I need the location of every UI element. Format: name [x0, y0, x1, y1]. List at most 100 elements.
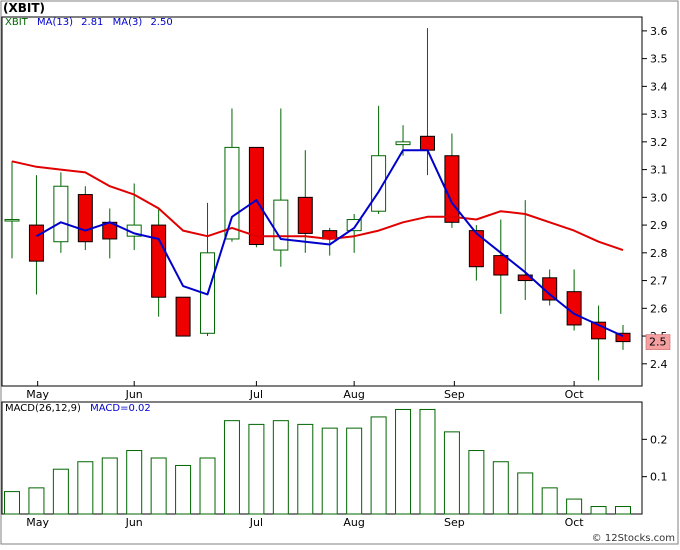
price-y-tick-label: 3.0: [650, 191, 668, 204]
price-y-tick-label: 2.7: [650, 275, 668, 288]
price-y-axis: 2.4 2.5 2.6 2.7 2.8 2.9 3.0 3.1 3.2 3.3 3.4 3.5 3.6: [642, 25, 668, 371]
last-price-label: 2.5: [649, 336, 667, 349]
price-x-tick-label: Sep: [444, 388, 465, 401]
candle-body-down: [28, 224, 44, 262]
candle: [77, 186, 93, 251]
macd-bar: [4, 491, 20, 515]
candle: [151, 208, 167, 317]
candle-body-down: [297, 196, 313, 234]
price-legend: XBIT MA(13) 2.81 MA(3) 2.50: [5, 17, 173, 28]
macd-x-tick-label: Sep: [444, 516, 465, 529]
macd-bar: [321, 427, 338, 515]
candle-body-up: [53, 185, 69, 243]
macd-x-tick-label: Oct: [565, 516, 585, 529]
candle-body-down: [248, 146, 264, 246]
candle-body-down: [151, 224, 167, 298]
macd-x-tick-label: Jul: [249, 516, 263, 529]
price-y-tick-label: 3.6: [650, 25, 668, 38]
price-y-tick-label: 2.4: [650, 358, 668, 371]
macd-bar: [52, 468, 69, 515]
candle-body-down: [77, 194, 93, 243]
macd-bar: [28, 487, 45, 515]
price-y-tick-label: 3.1: [650, 164, 668, 177]
macd-x-tick-label: Aug: [343, 516, 364, 529]
macd-x-tick-label: May: [26, 516, 49, 529]
price-x-tick-label: Jul: [249, 388, 263, 401]
candle: [4, 161, 20, 259]
ma3-line: [35, 149, 624, 338]
candle-body-up: [4, 219, 20, 222]
macd-bar: [492, 461, 509, 515]
candle-body-up: [273, 199, 289, 251]
candle-body-down: [175, 296, 191, 337]
price-y-tick-label: 2.8: [650, 247, 668, 260]
price-x-tick-label: Jun: [125, 388, 143, 401]
price-x-tick-label: Aug: [343, 388, 364, 401]
macd-bar: [223, 420, 240, 515]
candle: [53, 172, 69, 253]
price-y-tick-label: 3.2: [650, 136, 668, 149]
macd-bar: [346, 427, 363, 515]
candle-body-down: [419, 135, 435, 151]
legend-ma13-label: MA(13): [37, 17, 73, 28]
moving-average-lines: [11, 149, 624, 338]
legend-ma3-label: MA(3): [113, 17, 143, 28]
price-y-tick-label: 3.5: [650, 53, 668, 66]
macd-legend-label: MACD(26,12,9): [5, 403, 81, 414]
candle: [175, 296, 191, 337]
candle: [273, 108, 289, 267]
macd-bar: [419, 408, 436, 515]
chart-title: (XBIT): [3, 1, 45, 15]
macd-legend-value: MACD=0.02: [90, 403, 151, 414]
macd-bar: [126, 450, 143, 515]
macd-bar: [101, 457, 118, 515]
legend-ma13-value: 2.81: [81, 17, 103, 28]
candle-body-up: [224, 146, 240, 240]
candlestick-series: [4, 28, 631, 381]
candle-body-down: [444, 155, 460, 223]
macd-y-tick-label: 0.2: [650, 433, 668, 446]
macd-bar: [370, 416, 387, 515]
macd-bar: [468, 450, 485, 515]
macd-bar: [566, 498, 583, 515]
macd-bar: [395, 408, 412, 515]
macd-bar: [199, 457, 216, 515]
macd-legend: MACD(26,12,9) MACD=0.02: [5, 403, 151, 414]
candle-body-up: [395, 141, 411, 146]
macd-bar: [248, 423, 265, 515]
macd-histogram: [4, 408, 631, 515]
price-x-axis: May Jun Jul Aug Sep Oct: [26, 381, 584, 401]
last-price-marker: [645, 334, 671, 350]
macd-bar: [297, 423, 314, 515]
macd-bar: [150, 457, 167, 515]
macd-bar: [615, 506, 631, 515]
macd-bar: [77, 461, 94, 515]
macd-bar: [175, 464, 192, 515]
candle-body-down: [493, 255, 509, 276]
price-y-tick-label: 3.4: [650, 80, 668, 93]
macd-bar: [517, 472, 534, 515]
price-panel-frame: [1, 16, 643, 387]
macd-y-tick-label: 0.1: [650, 471, 668, 484]
candle: [346, 213, 362, 253]
price-y-tick-label: 2.6: [650, 302, 668, 315]
macd-bar: [590, 506, 607, 515]
price-x-tick-label: Oct: [565, 388, 585, 401]
candle-body-up: [346, 219, 362, 232]
candle: [493, 219, 509, 314]
candle-body-down: [566, 291, 582, 326]
macd-x-tick-label: Jun: [125, 516, 143, 529]
ma13-line: [11, 160, 624, 252]
macd-bar: [443, 431, 460, 515]
candle-body-down: [615, 332, 631, 343]
legend-symbol: XBIT: [5, 17, 29, 28]
price-y-tick-label: 2.9: [650, 219, 668, 232]
macd-y-axis: 0.1 0.2: [642, 433, 668, 484]
price-x-tick-label: May: [26, 388, 49, 401]
candle: [248, 146, 264, 248]
watermark: © 12Stocks.com: [592, 533, 675, 544]
macd-bar: [272, 420, 289, 515]
